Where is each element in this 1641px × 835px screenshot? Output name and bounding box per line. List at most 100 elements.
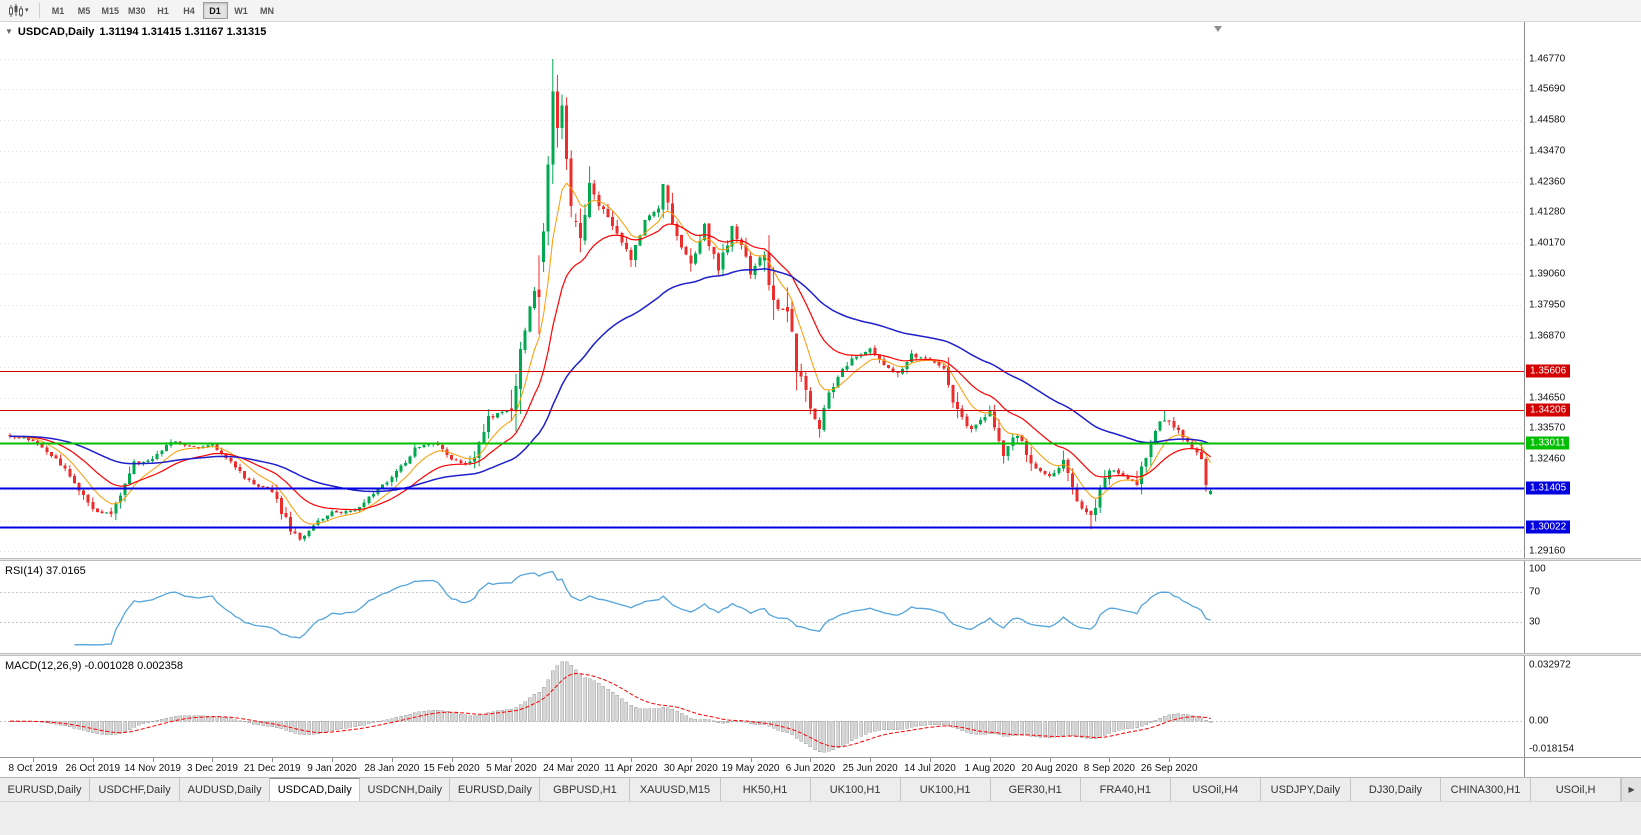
chart-tab-gbpusd-h1[interactable]: GBPUSD,H1	[540, 778, 631, 801]
chart-tab-usoil-h4[interactable]: USOil,H4	[1170, 778, 1261, 801]
date-label: 21 Dec 2019	[243, 763, 301, 774]
tabs-scroll-right-button[interactable]: ▶	[1621, 778, 1641, 801]
panel-splitter[interactable]	[0, 653, 1641, 656]
chart-tab-usdchf-daily[interactable]: USDCHF,Daily	[90, 778, 181, 801]
timeframe-button-mn[interactable]: MN	[260, 5, 275, 16]
timeframe-button-w1[interactable]: W1	[234, 5, 248, 16]
timeframe-button-d1[interactable]: D1	[202, 2, 228, 19]
time-axis-tick	[451, 758, 453, 762]
price-tick-label: 1.41280	[1529, 206, 1566, 218]
price-tick-label: 1.37950	[1529, 299, 1566, 311]
candlestick-chart[interactable]	[0, 22, 1524, 558]
time-axis[interactable]: 8 Oct 2019 26 Oct 2019 14 Nov 2019 3 Dec 20…	[0, 757, 1641, 777]
date-label: 26 Sep 2020	[1140, 763, 1198, 774]
date-label: 14 Nov 2019	[124, 763, 181, 774]
date-label: 6 Jun 2020	[785, 763, 836, 774]
price-tick-label: 1.44580	[1529, 114, 1566, 126]
macd-chart[interactable]	[0, 656, 1524, 757]
chart-tab-usdcnh-daily[interactable]: USDCNH,Daily	[360, 778, 451, 801]
chart-tab-audusd-daily[interactable]: AUDUSD,Daily	[180, 778, 271, 801]
horizontal-levels-layer[interactable]	[0, 370, 1524, 529]
date-label: 9 Jan 2020	[307, 763, 357, 774]
macd-plot[interactable]: MACD(12,26,9) -0.001028 0.002358	[0, 656, 1524, 757]
date-label: 14 Jul 2020	[904, 763, 956, 774]
time-axis-labels: 8 Oct 2019 26 Oct 2019 14 Nov 2019 3 Dec 20…	[0, 758, 1524, 777]
chart-type-button[interactable]: ▾	[4, 2, 33, 20]
axis-corner	[1524, 758, 1641, 777]
candles-layer	[8, 59, 1213, 542]
date-label: 11 Apr 2020	[604, 763, 658, 774]
date-label: 1 Aug 2020	[964, 763, 1016, 774]
time-axis-tick	[92, 758, 94, 762]
chart-tab-china300-h1[interactable]: CHINA300,H1	[1441, 778, 1532, 801]
level-price-label: 1.35606	[1526, 364, 1571, 378]
time-axis-tick	[1049, 758, 1051, 762]
price-axis[interactable]: 1.46770 1.45690 1.44580 1.43470 1.42360 1.412…	[1524, 22, 1641, 558]
macd-tick-label: 0.032972	[1529, 659, 1571, 671]
time-axis-tick	[272, 758, 274, 762]
date-label: 24 Mar 2020	[543, 763, 600, 774]
timeframe-button-m1[interactable]: M1	[51, 5, 65, 16]
chart-tab-xauusd-m15[interactable]: XAUUSD,M15	[630, 778, 721, 801]
date-label: 28 Jan 2020	[364, 763, 420, 774]
macd-tick-label: -0.018154	[1529, 743, 1575, 755]
price-chart-plot[interactable]: ▼ USDCAD,Daily 1.31194 1.31415 1.31167 1…	[0, 22, 1524, 558]
one-click-trading-icon[interactable]: ▼	[5, 27, 13, 36]
timeframe-button-m5[interactable]: M5	[77, 5, 91, 16]
time-axis-tick	[930, 758, 931, 762]
price-tick-label: 1.42360	[1529, 176, 1566, 188]
timeframe-button-m30[interactable]: M30	[128, 5, 146, 16]
date-label: 15 Feb 2020	[423, 763, 480, 774]
timeframe-button-m15[interactable]: M15	[101, 5, 120, 16]
chart-tab-fra40-h1[interactable]: FRA40,H1	[1080, 778, 1171, 801]
macd-signal-line	[10, 672, 1211, 748]
chevron-down-icon: ▾	[25, 7, 29, 14]
date-label: 8 Oct 2019	[8, 763, 58, 774]
time-axis-tick	[152, 758, 154, 762]
rsi-axis[interactable]: 100 70 30	[1524, 561, 1641, 653]
macd-axis[interactable]: 0.032972 0.00 -0.018154	[1524, 656, 1641, 757]
rsi-chart[interactable]	[0, 561, 1524, 653]
chart-symbol-title: USDCAD,Daily	[17, 26, 95, 38]
time-axis-tick	[212, 758, 214, 762]
price-tick-label: 1.34650	[1529, 392, 1566, 404]
top-toolbar: ▾ M1 M5 M15 M30 H1 H4 D1 W1 MN	[0, 0, 1641, 22]
level-price-label: 1.33011	[1526, 436, 1570, 450]
rsi-panel: RSI(14) 37.0165 100 70 30	[0, 561, 1641, 653]
time-axis-tick	[571, 758, 573, 762]
date-label: 26 Oct 2019	[65, 763, 121, 774]
panel-splitter[interactable]	[0, 558, 1641, 561]
chart-tab-eurusd-daily[interactable]: EURUSD,Daily	[0, 778, 91, 801]
chart-tab-ger30-h1[interactable]: GER30,H1	[990, 778, 1081, 801]
moving-averages-layer	[9, 182, 1212, 525]
chart-shift-marker[interactable]	[1214, 26, 1222, 32]
chart-tab-uk100-h1[interactable]: UK100,H1	[900, 778, 991, 801]
price-tick-label: 1.39060	[1529, 268, 1566, 280]
candlestick-chart-icon	[9, 3, 23, 17]
time-axis-tick	[332, 758, 333, 762]
chart-tab-usoil-h[interactable]: USOil,H	[1531, 778, 1622, 801]
macd-panel: MACD(12,26,9) -0.001028 0.002358 0.03297…	[0, 656, 1641, 757]
price-tick-label: 1.36870	[1529, 330, 1566, 342]
macd-tick-label: 0.00	[1529, 715, 1549, 727]
date-label: 20 Aug 2020	[1021, 763, 1078, 774]
time-axis-tick	[810, 758, 812, 762]
rsi-tick-label: 30	[1529, 616, 1541, 628]
timeframe-button-h4[interactable]: H4	[183, 5, 195, 16]
rsi-indicator-label: RSI(14) 37.0165	[5, 565, 86, 577]
rsi-plot[interactable]: RSI(14) 37.0165	[0, 561, 1524, 653]
price-tick-label: 1.32460	[1529, 453, 1566, 465]
chart-tab-usdcad-daily[interactable]: USDCAD,Daily	[270, 778, 361, 801]
chart-tab-eurusd-daily[interactable]: EURUSD,Daily	[450, 778, 541, 801]
timeframe-button-group: M1 M5 M15 M30 H1 H4 D1 W1 MN	[46, 2, 280, 19]
time-axis-tick	[870, 758, 872, 762]
timeframe-button-h1[interactable]: H1	[157, 5, 169, 16]
time-axis-tick	[989, 758, 991, 762]
chart-tab-usdjpy-daily[interactable]: USDJPY,Daily	[1260, 778, 1351, 801]
chart-tab-uk100-h1[interactable]: UK100,H1	[810, 778, 901, 801]
macd-indicator-label: MACD(12,26,9) -0.001028 0.002358	[5, 660, 183, 672]
chart-header: ▼ USDCAD,Daily 1.31194 1.31415 1.31167 1…	[5, 26, 266, 38]
price-tick-label: 1.40170	[1529, 237, 1566, 249]
chart-tab-dj30-daily[interactable]: DJ30,Daily	[1350, 778, 1441, 801]
chart-tab-hk50-h1[interactable]: HK50,H1	[720, 778, 811, 801]
